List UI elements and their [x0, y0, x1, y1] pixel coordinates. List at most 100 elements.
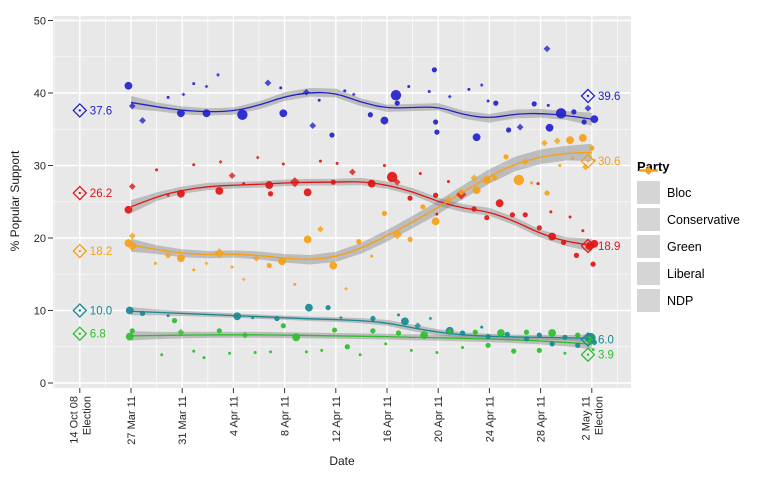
election-diamond-icon [72, 303, 88, 318]
data-point [317, 98, 321, 102]
data-point [356, 239, 362, 245]
data-point [493, 100, 499, 106]
data-point [202, 109, 211, 118]
data-point [467, 87, 471, 91]
data-point [536, 225, 542, 231]
data-point [575, 332, 581, 338]
data-point [177, 254, 185, 263]
data-point [522, 212, 528, 218]
trend-line-liberal [130, 181, 592, 246]
data-point [536, 182, 540, 186]
data-point [509, 212, 516, 218]
data-point [228, 351, 232, 355]
data-point [127, 240, 138, 252]
data-point [265, 181, 274, 189]
data-point [303, 235, 312, 244]
legend-key-glyph [639, 166, 658, 175]
x-tick-label: 2 May 11 [580, 396, 592, 440]
y-tick-label: 40 [34, 88, 46, 100]
data-point [591, 348, 595, 352]
data-point [289, 177, 300, 188]
x-tick-label: 28 Apr 11 [536, 396, 548, 442]
data-point [241, 277, 246, 282]
x-tick-label: 24 Apr 11 [484, 396, 496, 442]
data-point [521, 158, 529, 166]
data-point [266, 262, 272, 269]
data-point [331, 327, 338, 333]
data-point [504, 331, 510, 338]
data-point [427, 90, 431, 94]
data-point [435, 212, 439, 216]
data-point [395, 330, 402, 336]
data-point [305, 303, 313, 312]
data-point [204, 84, 209, 89]
election-diamond-icon [580, 347, 596, 363]
data-point [435, 351, 439, 355]
data-point [549, 341, 555, 347]
election-value-label: 3.9 [598, 350, 614, 362]
data-point [549, 210, 553, 214]
trend-line-green [130, 334, 592, 345]
data-point [293, 282, 297, 286]
election-value-label: 26.2 [90, 188, 112, 200]
data-point [166, 193, 171, 198]
data-point [181, 92, 186, 97]
data-point [407, 236, 413, 243]
data-point [381, 210, 388, 216]
x-tick-label: 20 Apr 11 [433, 396, 445, 442]
data-point [513, 174, 525, 186]
data-point [139, 117, 146, 124]
data-point [318, 159, 322, 163]
data-point [242, 182, 246, 186]
data-point [428, 316, 433, 321]
data-point [485, 342, 491, 348]
data-point [536, 332, 542, 338]
data-point [392, 229, 403, 240]
data-point [414, 322, 422, 330]
data-point [447, 94, 452, 99]
data-point [241, 331, 249, 339]
election-value-label: 39.6 [598, 91, 620, 103]
data-point [303, 188, 312, 197]
data-point [124, 81, 133, 90]
legend-key-green-icon [637, 166, 660, 258]
data-point [470, 174, 478, 182]
data-point [380, 116, 389, 125]
x-tick-label: Election [593, 396, 605, 435]
legend: Party Bloc Conservative Green Liberal ND… [637, 159, 740, 316]
data-point [125, 332, 134, 341]
x-axis-title: Date [329, 454, 355, 468]
x-tick-label: 14 Oct 08 [68, 396, 80, 444]
data-point [486, 99, 490, 103]
data-point [367, 112, 373, 118]
data-point [317, 225, 324, 233]
data-point [177, 189, 185, 198]
data-point [545, 123, 554, 132]
data-point [431, 217, 440, 226]
trend-line-conservative [130, 91, 592, 120]
data-point [418, 171, 422, 175]
data-point [155, 168, 159, 172]
data-point [472, 133, 481, 142]
y-tick-label: 20 [34, 233, 46, 245]
data-point [280, 323, 286, 329]
data-point [216, 72, 220, 77]
data-point [553, 137, 561, 145]
data-point [495, 199, 504, 208]
data-point [164, 252, 172, 259]
x-tick-label: 12 Apr 11 [331, 396, 343, 442]
data-point [177, 109, 185, 118]
data-point [267, 191, 274, 197]
data-point [555, 108, 567, 119]
election-diamond-dot [78, 109, 82, 112]
data-point [571, 156, 575, 160]
data-point [523, 336, 530, 342]
data-point [343, 89, 347, 93]
legend-item-label: Green [667, 239, 702, 254]
data-point [292, 333, 301, 342]
x-tick-label: 27 Mar 11 [126, 396, 138, 445]
election-diamond-dot [586, 338, 590, 341]
data-point [562, 334, 568, 340]
data-point [390, 89, 402, 101]
